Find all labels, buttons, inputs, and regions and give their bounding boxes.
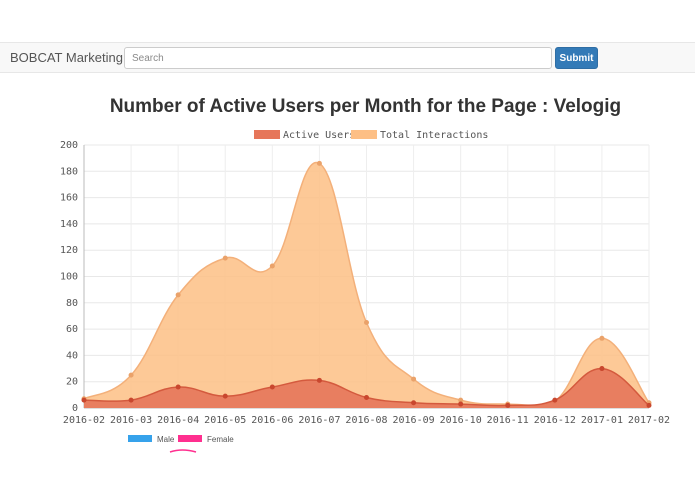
data-point [175,292,181,298]
data-point [222,393,228,399]
data-point [364,320,369,326]
data-point [175,384,181,390]
search-input[interactable] [124,47,552,69]
y-tick-label: 120 [60,245,78,256]
data-point [81,397,87,403]
y-tick-label: 40 [66,350,78,361]
legend-swatch [351,130,377,139]
data-point [505,402,511,408]
data-point [269,384,275,390]
navbar-brand[interactable]: BOBCAT Marketing [10,50,123,65]
data-point [552,397,558,403]
y-tick-label: 200 [60,140,78,151]
x-tick-label: 2016-05 [204,415,246,426]
submit-button[interactable]: Submit [555,47,598,69]
x-tick-label: 2016-10 [440,415,482,426]
y-tick-label: 140 [60,219,78,230]
data-point [128,397,134,403]
data-point [222,255,228,261]
legend-label: Total Interactions [380,130,488,141]
partial-chart-arc [169,449,197,453]
y-tick-label: 180 [60,166,78,177]
y-tick-label: 0 [72,403,78,414]
secondary-legend-swatch [128,435,152,442]
chart-title: Number of Active Users per Month for the… [109,96,622,117]
secondary-legend-swatch [178,435,202,442]
x-tick-label: 2016-08 [345,415,387,426]
navbar: BOBCAT Marketing Submit [0,42,695,73]
x-tick-label: 2016-11 [487,415,529,426]
x-tick-label: 2016-07 [298,415,340,426]
y-tick-label: 80 [66,298,78,309]
data-point [458,397,464,403]
x-tick-label: 2016-06 [251,415,293,426]
data-point [316,377,322,383]
y-tick-label: 20 [66,377,78,388]
data-point [599,335,605,341]
x-tick-label: 2016-02 [63,415,105,426]
data-point [364,394,369,400]
secondary-legend-label: Female [207,435,234,444]
legend-swatch [254,130,280,139]
data-point [316,160,322,166]
x-tick-label: 2017-01 [581,415,623,426]
secondary-legend-label: Male [157,435,175,444]
chart-legend: Active Users Total Interactions [254,130,488,141]
x-tick-label: 2017-02 [628,415,670,426]
data-point [458,401,464,407]
x-tick-label: 2016-12 [534,415,576,426]
y-tick-label: 100 [60,272,78,283]
data-point [646,402,652,408]
data-point [411,400,417,406]
data-point [128,372,134,378]
secondary-legend: Male Female [128,435,234,453]
data-point [599,366,605,372]
data-point [269,263,275,269]
data-point [411,376,417,382]
x-tick-label: 2016-04 [157,415,199,426]
y-tick-label: 160 [60,193,78,204]
x-tick-label: 2016-09 [393,415,435,426]
x-tick-label: 2016-03 [110,415,152,426]
series-area-total-interactions [84,162,649,408]
y-tick-label: 60 [66,324,78,335]
legend-label: Active Users [283,130,355,141]
